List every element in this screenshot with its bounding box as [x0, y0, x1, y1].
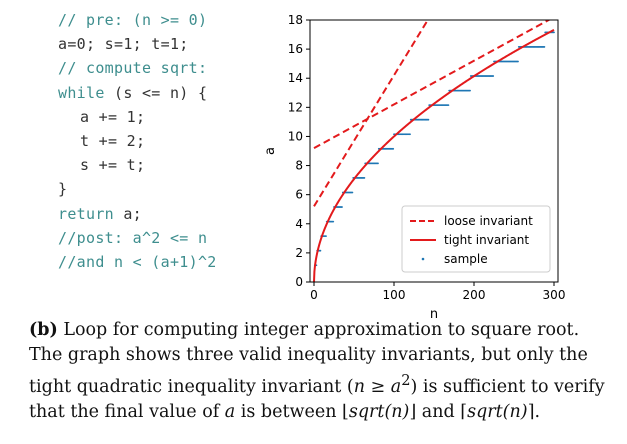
- sample-point: [543, 46, 546, 48]
- y-tick-label: 0: [295, 275, 303, 289]
- caption-math-n: n: [353, 376, 365, 397]
- y-tick-label: 8: [295, 159, 303, 173]
- caption-math-a: a: [390, 376, 402, 397]
- sample-point: [341, 206, 343, 208]
- code-listing: // pre: (n >= 0) a=0; s=1; t=1; // compute…: [58, 8, 278, 274]
- code-text: a;: [114, 204, 142, 223]
- caption-var-a: a: [224, 401, 236, 422]
- legend-swatch-sample: [421, 257, 425, 261]
- legend-label-tight: tight invariant: [444, 233, 529, 247]
- code-line: while (s <= n) {: [58, 81, 278, 105]
- legend-box: [401, 205, 551, 273]
- caption-text-1: Loop for computing integer approximation…: [29, 320, 588, 397]
- sample-point: [351, 191, 354, 194]
- y-axis-label: a: [263, 147, 278, 155]
- caption-text-4: and: [416, 401, 461, 422]
- sample-point: [427, 118, 430, 121]
- invariant-chart: 0 100 200 300 0 2 4 6 8 10 12 14 16 18 n a loose invaria…: [263, 13, 566, 322]
- sample-point: [517, 60, 519, 63]
- code-text: s += t;: [80, 156, 146, 175]
- code-line: return a;: [58, 202, 278, 226]
- y-tick-label: 12: [288, 100, 303, 114]
- y-tick-label: 6: [295, 188, 303, 202]
- code-line: }: [58, 177, 278, 201]
- ceil-open: ⌈: [460, 401, 468, 422]
- sample-point: [377, 162, 379, 165]
- code-text: a += 1;: [80, 107, 146, 126]
- code-text: t += 2;: [80, 131, 146, 150]
- y-tick-label: 18: [288, 13, 303, 27]
- sample-point: [553, 31, 555, 34]
- y-tick-label: 10: [288, 129, 303, 143]
- code-line: // compute sqrt:: [58, 56, 278, 80]
- floor-open: ⌊: [342, 401, 349, 422]
- loose-invariant-line: [313, 20, 551, 149]
- code-comment: // pre: (n >= 0): [58, 11, 208, 29]
- caption-math-geq: ≥: [364, 376, 391, 397]
- caption-text-3: is between: [235, 401, 343, 422]
- floor-expr: sqrt(n): [348, 401, 410, 422]
- code-comment: //post: a^2 <= n: [58, 228, 208, 247]
- code-keyword: return: [58, 204, 114, 223]
- code-line: a=0; s=1; t=1;: [58, 32, 278, 56]
- caption-math-exp: 2: [401, 372, 411, 389]
- plot-frame: [309, 19, 559, 283]
- code-line: //post: a^2 <= n: [58, 226, 278, 250]
- sample-point: [325, 235, 327, 238]
- sample-point: [319, 249, 322, 252]
- y-tick-label: 14: [288, 71, 303, 85]
- code-line: a += 1;: [58, 105, 278, 129]
- sample-point: [447, 104, 450, 107]
- caption-label: (b): [29, 320, 58, 340]
- y-tick-label: 2: [295, 246, 303, 260]
- legend-label-sample: sample: [444, 252, 488, 266]
- x-tick-label: 0: [310, 288, 318, 302]
- code-line: t += 2;: [58, 129, 278, 153]
- sample-point: [409, 133, 411, 136]
- code-line: // pre: (n >= 0): [58, 8, 278, 32]
- legend-label-loose: loose invariant: [444, 214, 533, 228]
- code-text: }: [58, 180, 68, 199]
- floor-close: ⌋: [409, 401, 417, 422]
- code-line: s += t;: [58, 153, 278, 177]
- x-axis-label: n: [430, 307, 438, 322]
- caption-text-5: .: [534, 401, 541, 422]
- sample-point: [363, 177, 366, 179]
- sample-point: [392, 147, 395, 150]
- figure-caption: (b) Loop for computing integer approxima…: [29, 318, 614, 425]
- code-line: //and n < (a+1)^2: [58, 250, 278, 274]
- code-text: (s <= n) {: [104, 83, 208, 102]
- code-keyword: while: [58, 83, 105, 102]
- ceil-close: ⌉: [527, 401, 535, 422]
- caption-text-2: ) is sufficient to verify that the final…: [29, 376, 605, 422]
- tight-invariant-line: [313, 29, 555, 282]
- sample-point: [492, 75, 495, 77]
- x-tick-label: 100: [383, 288, 406, 302]
- sample-point: [332, 220, 335, 223]
- y-tick-label: 16: [288, 42, 303, 56]
- x-tick-label: 300: [543, 288, 566, 302]
- code-comment: // compute sqrt:: [58, 59, 208, 78]
- loose-invariant-line: [313, 20, 429, 207]
- x-tick-label: 200: [463, 288, 486, 302]
- ceil-expr: sqrt(n): [467, 401, 528, 422]
- code-text: a=0; s=1; t=1;: [58, 35, 189, 54]
- sample-point: [469, 89, 471, 92]
- code-comment: //and n < (a+1)^2: [58, 252, 217, 271]
- y-tick-label: 4: [295, 217, 303, 231]
